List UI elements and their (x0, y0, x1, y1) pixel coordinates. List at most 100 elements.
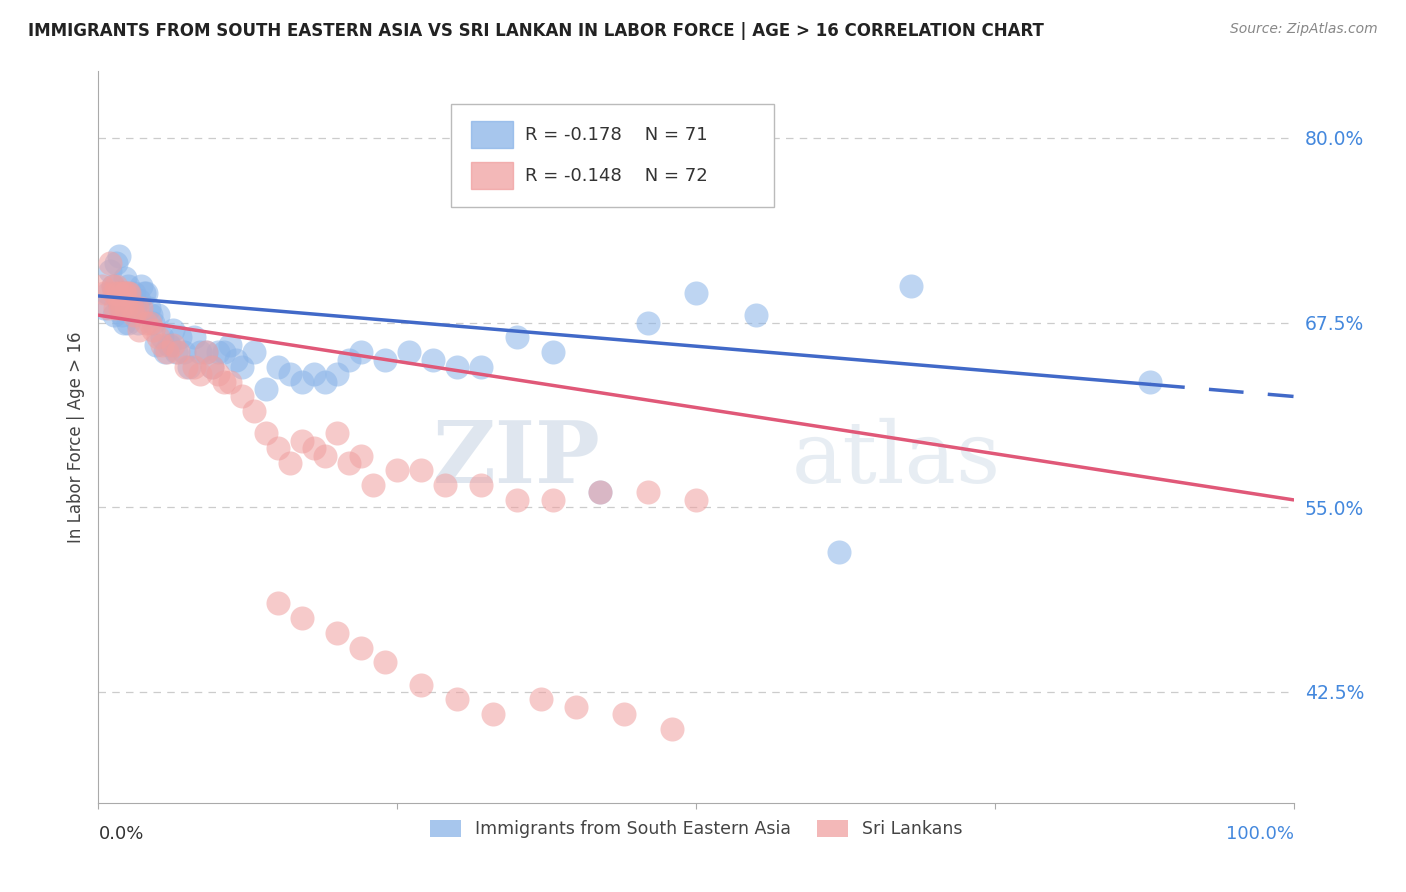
Point (195, 345, 218, 359)
Point (231, 359, 253, 374)
Point (125, 301, 148, 315)
Point (828, 544, 851, 558)
Point (565, 699, 588, 714)
Point (114, 271, 136, 285)
Point (685, 492, 707, 507)
Point (195, 345, 218, 359)
Point (219, 375, 242, 389)
Point (132, 285, 155, 300)
Point (91, 278, 114, 293)
Point (107, 285, 129, 300)
Point (148, 330, 170, 344)
Point (243, 345, 266, 359)
Point (434, 478, 457, 492)
Point (179, 359, 201, 374)
Point (446, 359, 468, 374)
Point (302, 368, 325, 382)
Point (326, 368, 349, 382)
Bar (471, 162, 513, 189)
Point (98, 264, 122, 278)
Point (139, 308, 162, 322)
Point (117, 285, 139, 300)
Point (1139, 375, 1161, 389)
Point (107, 293, 129, 308)
Point (541, 345, 564, 359)
Point (685, 285, 707, 300)
Point (481, 707, 505, 722)
Text: 0.0%: 0.0% (98, 825, 143, 843)
Point (150, 337, 173, 351)
Point (128, 323, 150, 337)
Point (145, 337, 167, 351)
Point (124, 301, 146, 315)
Point (350, 345, 373, 359)
Point (278, 456, 301, 470)
Point (111, 301, 134, 315)
Point (138, 301, 160, 315)
Point (374, 656, 396, 670)
Bar (471, 121, 513, 148)
Point (506, 330, 529, 344)
Point (167, 345, 190, 359)
Point (278, 368, 301, 382)
Point (291, 434, 314, 448)
Point (120, 301, 142, 315)
Point (446, 692, 468, 706)
Point (411, 463, 433, 477)
Point (124, 308, 146, 322)
Point (745, 308, 768, 322)
Point (103, 285, 125, 300)
Point (142, 316, 165, 330)
Point (183, 330, 205, 344)
Point (162, 337, 184, 351)
Point (188, 368, 211, 382)
Point (110, 285, 132, 300)
Point (470, 478, 492, 492)
Point (117, 316, 139, 330)
Point (93, 301, 115, 315)
Point (267, 596, 290, 610)
Point (326, 625, 349, 640)
Point (207, 345, 229, 359)
Point (135, 285, 157, 300)
Point (112, 285, 135, 300)
Point (661, 722, 683, 736)
Point (267, 441, 290, 455)
Point (121, 301, 143, 315)
Point (124, 285, 146, 300)
Point (150, 330, 173, 344)
Point (589, 485, 612, 500)
Point (422, 352, 444, 367)
Text: atlas: atlas (792, 417, 1001, 500)
FancyBboxPatch shape (451, 104, 773, 207)
Y-axis label: In Labor Force | Age > 16: In Labor Force | Age > 16 (66, 331, 84, 543)
Point (139, 316, 162, 330)
Point (111, 308, 134, 322)
Point (97, 285, 120, 300)
Text: R = -0.178    N = 71: R = -0.178 N = 71 (524, 126, 707, 144)
Point (98, 256, 122, 270)
Point (207, 368, 229, 382)
Text: 100.0%: 100.0% (1226, 825, 1294, 843)
Point (108, 293, 131, 308)
Point (148, 308, 170, 322)
Point (117, 278, 139, 293)
Point (183, 359, 205, 374)
Point (142, 323, 165, 337)
Legend: Immigrants from South Eastern Asia, Sri Lankans: Immigrants from South Eastern Asia, Sri … (423, 813, 969, 846)
Point (121, 293, 143, 308)
Point (128, 293, 150, 308)
Point (162, 323, 184, 337)
Point (131, 278, 153, 293)
Point (201, 359, 224, 374)
Point (105, 256, 128, 270)
Point (127, 316, 149, 330)
Point (411, 677, 433, 691)
Point (173, 345, 195, 359)
Point (201, 359, 224, 374)
Point (115, 293, 138, 308)
Point (350, 449, 373, 463)
Point (291, 611, 314, 625)
Point (225, 352, 247, 367)
Point (212, 345, 235, 359)
